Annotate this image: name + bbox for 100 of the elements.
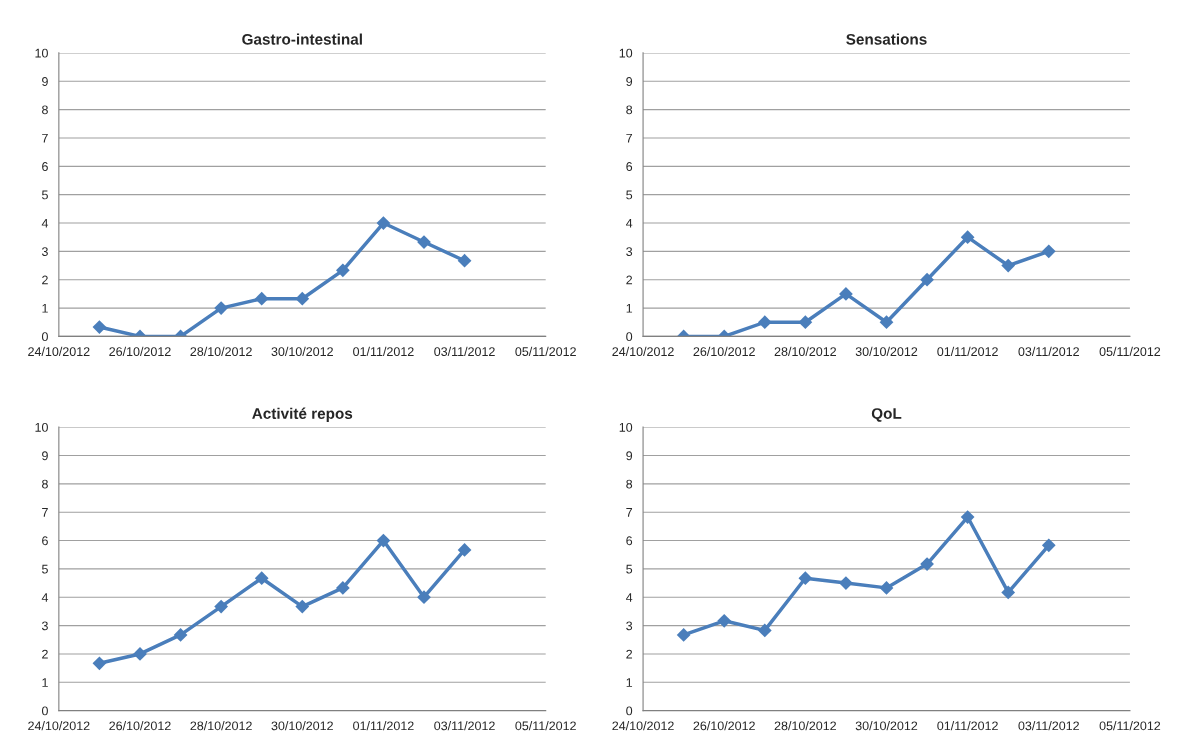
chart-title: QoL: [871, 408, 902, 422]
y-tick-label: 6: [42, 536, 48, 546]
y-tick-label: 0: [626, 332, 633, 342]
x-tick-label: 03/11/2012: [1018, 346, 1079, 357]
x-tick-label: 24/10/2012: [612, 346, 674, 357]
y-tick-label: 8: [626, 105, 633, 115]
x-tick-label: 01/11/2012: [353, 346, 414, 357]
x-tick-label: 26/10/2012: [109, 346, 171, 357]
y-tick-label: 1: [42, 304, 48, 313]
y-tick-label: 7: [42, 508, 48, 517]
x-tick-label: 24/10/2012: [28, 721, 90, 731]
y-tick-label: 7: [626, 508, 633, 517]
x-tick-label: 05/11/2012: [515, 346, 576, 357]
y-tick-label: 3: [41, 621, 48, 631]
point: [757, 315, 772, 330]
x-tick-label: 28/10/2012: [190, 721, 252, 731]
chart-title: Activité repos: [252, 407, 353, 422]
x-tick-label: 30/10/2012: [271, 721, 333, 731]
point: [214, 599, 229, 614]
y-tick-label: 5: [626, 564, 633, 574]
point: [376, 216, 391, 230]
x-tick-label: 03/11/2012: [1018, 721, 1079, 731]
point: [457, 543, 472, 557]
point: [295, 291, 310, 306]
point: [335, 581, 350, 595]
y-tick-label: 6: [42, 162, 48, 171]
y-tick-label: 5: [41, 564, 48, 574]
y-tick-label: 0: [41, 706, 48, 716]
x-tick-label: 01/11/2012: [353, 721, 414, 731]
point: [173, 628, 188, 642]
x-tick-label: 28/10/2012: [774, 721, 837, 731]
x-tick-label: 05/11/2012: [1099, 346, 1161, 357]
x-tick-label: 26/10/2012: [109, 721, 171, 731]
point: [92, 320, 107, 334]
y-tick-label: 1: [626, 304, 633, 313]
y-tick-label: 5: [626, 190, 633, 200]
point: [1041, 244, 1056, 259]
y-tick-label: 10: [35, 422, 48, 432]
y-tick-label: 8: [42, 105, 48, 115]
x-tick-label: 05/11/2012: [515, 721, 576, 731]
y-tick-label: 9: [42, 451, 48, 461]
point: [1001, 585, 1016, 600]
x-tick-label: 30/10/2012: [271, 346, 333, 357]
y-tick-label: 6: [626, 536, 633, 546]
point: [839, 576, 853, 590]
y-tick-label: 3: [41, 247, 48, 257]
y-tick-label: 2: [626, 649, 633, 659]
point: [676, 628, 691, 642]
point: [1041, 538, 1056, 553]
y-tick-label: 7: [42, 133, 48, 143]
y-tick-label: 4: [41, 593, 49, 602]
x-tick-label: 01/11/2012: [937, 346, 998, 357]
y-tick-label: 5: [41, 190, 48, 200]
y-tick-label: 8: [42, 479, 48, 489]
y-tick-label: 9: [626, 77, 633, 86]
y-tick-label: 10: [619, 48, 633, 58]
y-tick-label: 8: [626, 479, 633, 489]
y-tick-label: 2: [42, 649, 48, 659]
point: [879, 315, 894, 330]
point: [92, 656, 107, 671]
y-tick-label: 6: [626, 162, 633, 171]
point: [798, 571, 813, 586]
point: [920, 557, 934, 571]
point: [920, 272, 934, 287]
y-tick-label: 3: [626, 247, 633, 257]
y-tick-label: 9: [42, 77, 48, 86]
y-tick-label: 2: [626, 275, 633, 285]
x-tick-label: 01/11/2012: [937, 721, 998, 731]
y-tick-label: 2: [42, 275, 48, 285]
point: [960, 510, 975, 524]
point: [457, 253, 472, 268]
y-tick-label: 10: [35, 48, 48, 58]
x-tick-label: 26/10/2012: [693, 721, 755, 731]
y-tick-label: 0: [626, 706, 633, 716]
x-tick-label: 03/11/2012: [434, 721, 495, 731]
point: [417, 590, 431, 605]
point: [717, 613, 732, 628]
x-tick-label: 24/10/2012: [28, 346, 90, 357]
y-tick-label: 1: [42, 678, 48, 687]
point: [757, 623, 772, 638]
y-tick-label: 7: [626, 133, 633, 143]
y-tick-label: 4: [41, 218, 49, 228]
x-tick-label: 24/10/2012: [612, 721, 674, 731]
x-tick-label: 03/11/2012: [434, 346, 495, 357]
y-tick-label: 4: [625, 218, 633, 228]
x-tick-label: 05/11/2012: [1099, 721, 1161, 731]
x-tick-label: 26/10/2012: [693, 346, 755, 357]
chart-title: Gastro-intestinal: [242, 33, 362, 45]
point: [839, 287, 853, 301]
x-tick-label: 28/10/2012: [190, 346, 252, 357]
point: [214, 301, 229, 315]
point: [960, 230, 975, 245]
y-tick-label: 0: [41, 332, 48, 342]
point: [254, 571, 269, 586]
y-tick-label: 4: [625, 593, 633, 602]
point: [798, 315, 813, 330]
chart-title: Sensations: [846, 33, 927, 45]
point: [1001, 258, 1016, 273]
point: [295, 599, 310, 614]
y-tick-label: 9: [626, 451, 633, 461]
